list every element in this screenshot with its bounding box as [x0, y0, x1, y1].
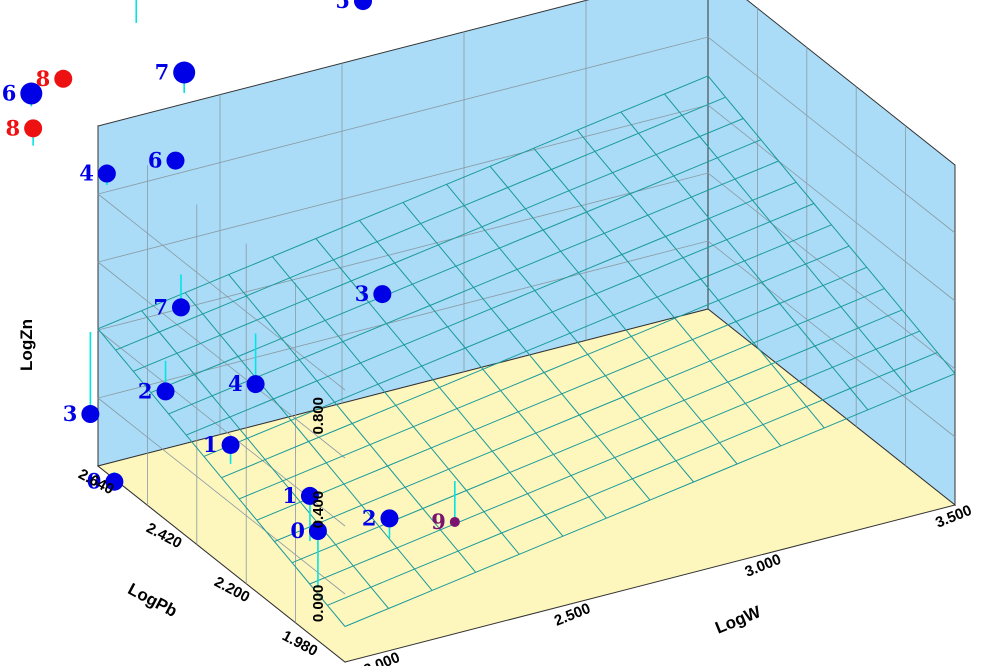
data-point — [308, 522, 327, 541]
axis-walls — [96, 0, 957, 664]
surface-gridline — [115, 96, 726, 351]
point-label: 3 — [355, 281, 370, 306]
point-label: 1 — [282, 483, 297, 508]
wall-gridline — [97, 104, 956, 459]
surface-gridline — [489, 165, 738, 465]
y-axis-title: LogPb — [125, 579, 181, 621]
data-point — [81, 405, 100, 424]
data-point — [449, 516, 460, 527]
surface-gridline — [150, 139, 762, 394]
z-tick-label: 0.800 — [310, 397, 327, 435]
surface-gridline — [221, 224, 832, 479]
x-axis-title: LogW — [712, 602, 764, 638]
data-point — [166, 151, 185, 170]
z-axis-title: LogZn — [17, 319, 36, 371]
surface-gridline — [133, 118, 744, 372]
surface-gridline — [533, 147, 782, 447]
point-label: 5 — [335, 0, 350, 13]
point-label: 4 — [228, 371, 243, 396]
surface-gridline — [576, 129, 825, 429]
fitted-surface — [97, 75, 956, 627]
z-tick-label: 0.400 — [310, 491, 327, 529]
point-label: 4 — [79, 161, 94, 186]
point-label: 1 — [203, 432, 218, 457]
point-label: 3 — [63, 401, 78, 426]
data-point — [246, 375, 265, 394]
data-point — [97, 164, 116, 183]
point-label: 2 — [362, 505, 377, 530]
data-point — [24, 119, 43, 138]
data-point — [173, 61, 196, 84]
point-label: 0 — [290, 518, 305, 543]
data-point — [300, 486, 319, 505]
wall-gridline — [97, 36, 956, 391]
surface-gridline — [707, 75, 956, 375]
point-label: 7 — [155, 60, 170, 85]
surface-gridline — [664, 93, 912, 393]
surface-gridline — [446, 183, 694, 483]
data-point — [156, 382, 175, 401]
surface-gridline — [186, 181, 797, 436]
point-label: 8 — [6, 115, 21, 140]
point-label: 8 — [36, 66, 51, 91]
surface-gridline — [620, 111, 869, 411]
point-labels: 11510865874673243011920 — [2, 0, 446, 543]
point-label: 6 — [2, 80, 17, 105]
data-point — [105, 472, 124, 491]
point-label: 6 — [148, 148, 163, 173]
point-label: 9 — [431, 509, 446, 534]
data-point — [54, 69, 73, 88]
point-label: 0 — [87, 469, 102, 494]
data-point — [380, 509, 399, 528]
data-point — [20, 82, 43, 105]
data-point — [373, 285, 392, 304]
data-point — [171, 298, 190, 317]
data-point — [354, 0, 372, 11]
point-label: 2 — [138, 378, 153, 403]
wall-gridline — [97, 172, 956, 527]
point-label: 7 — [153, 294, 168, 319]
surface-gridline — [168, 160, 779, 415]
data-points — [20, 0, 460, 541]
surface-gridline — [203, 203, 815, 457]
z-tick-label: 0.000 — [310, 585, 327, 623]
data-point — [221, 435, 240, 454]
surface-gridline — [97, 75, 709, 330]
